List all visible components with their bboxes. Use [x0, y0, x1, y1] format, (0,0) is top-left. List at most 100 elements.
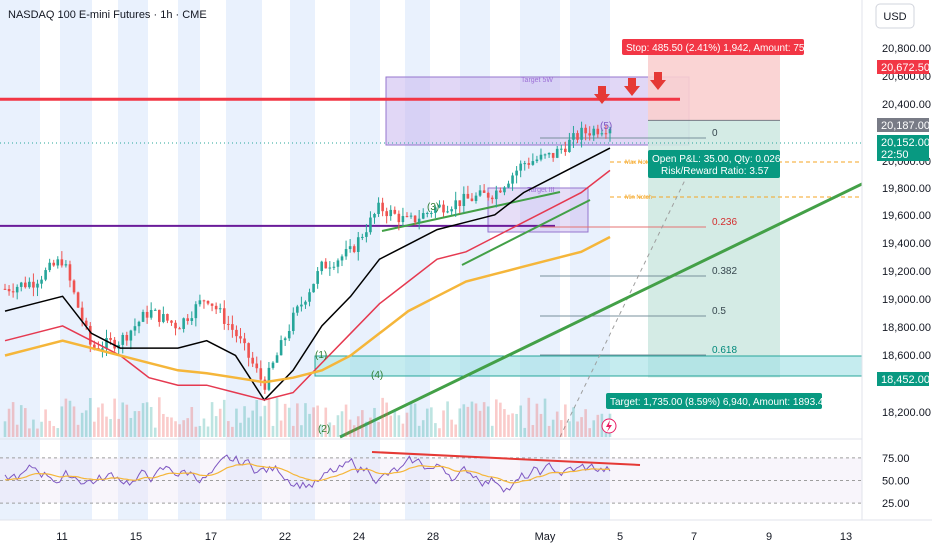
candle-body [222, 308, 226, 324]
candle-body [576, 133, 579, 140]
volume-bar [336, 415, 340, 437]
candle-body [109, 337, 112, 340]
down-arrow-icon [624, 78, 640, 96]
candle-body [279, 340, 283, 356]
candle-body [482, 190, 486, 193]
candle-body [409, 215, 413, 217]
candle-body [393, 209, 397, 214]
volume-bar [210, 402, 214, 437]
fib-0-618-label: 0.618 [712, 345, 737, 356]
volume-bar [243, 406, 246, 437]
price-badge-countdown-label: 22:50 [881, 149, 909, 161]
candle-body [84, 320, 88, 326]
currency-button[interactable] [875, 3, 915, 29]
candle-body [316, 271, 319, 284]
major-trend-line [339, 148, 932, 439]
candle-body [93, 344, 96, 349]
time-axis-label: 28 [427, 531, 439, 543]
candle-body [470, 198, 474, 201]
candle-body [251, 357, 254, 364]
session-band [350, 0, 380, 520]
session-band [290, 0, 315, 520]
candle-body [608, 128, 612, 134]
candle-body [300, 304, 303, 307]
wave-1-label: (1) [315, 350, 327, 361]
candle-body [539, 154, 543, 160]
candle-body [385, 211, 388, 217]
target-5w-box [385, 76, 690, 146]
volume-bar [531, 425, 535, 437]
candle-body [425, 212, 429, 214]
price-badge-stop [877, 60, 929, 74]
volume-bar [166, 416, 169, 437]
volume-bar [36, 428, 39, 437]
candle-body [324, 261, 328, 269]
volume-bar [320, 424, 324, 437]
wave-3-label: (3) [427, 202, 439, 213]
volume-bar [76, 424, 80, 437]
session-band [118, 0, 148, 520]
price-badge-target-label: 18,452.00 [881, 374, 930, 386]
pl-line-1: Open P&L: 35.00, Qty: 0.026 [652, 154, 781, 165]
candle-body [547, 152, 551, 155]
volume-bar [239, 422, 242, 437]
price-tick-label: 19,200.00 [882, 266, 931, 278]
candle-body [340, 256, 344, 261]
candle-body [551, 152, 555, 158]
candle-body [157, 309, 161, 322]
volume-bar [507, 414, 510, 437]
volume-bar [198, 425, 202, 437]
candle-body [596, 128, 600, 135]
session-band [0, 0, 40, 520]
volume-bar [227, 421, 230, 437]
candle-body [88, 325, 92, 345]
fib-0-label: 0 [712, 128, 718, 139]
volume-bar [68, 400, 72, 437]
candle-body [218, 308, 222, 310]
volume-bar [133, 411, 137, 437]
candle-body [348, 246, 352, 250]
candle-body [60, 259, 64, 266]
price-tick-label: 19,000.00 [882, 294, 931, 306]
volume-bar [596, 414, 600, 437]
candle-body [121, 334, 125, 345]
fib-0-5-label: 0.5 [712, 306, 726, 317]
volume-bar [40, 421, 43, 437]
candle-body [291, 312, 295, 332]
candle-body [239, 336, 242, 339]
volume-bar [543, 398, 547, 437]
volume-bar [129, 417, 133, 437]
volume-bar [592, 420, 596, 437]
ema-short-line [4, 147, 611, 402]
candle-body [454, 200, 458, 210]
candle-body [535, 159, 539, 162]
down-arrow-icon [594, 86, 610, 104]
candle-body [182, 318, 185, 329]
candle-body [507, 183, 510, 188]
volume-bar [72, 406, 76, 437]
candle-body [125, 334, 129, 341]
price-badge-current [877, 135, 929, 149]
rsi-line [4, 454, 611, 493]
volume-bar [44, 409, 47, 437]
volume-bar [365, 421, 368, 437]
candle-body [397, 213, 401, 223]
price-tick-label: 18,200.00 [882, 407, 931, 419]
volume-bar [421, 420, 425, 437]
pl-line-2: Risk/Reward Ratio: 3.57 [661, 166, 769, 177]
candle-body [442, 204, 445, 213]
candle-body [531, 161, 535, 165]
wave-4-label: (4) [371, 370, 383, 381]
volume-bar [580, 417, 583, 437]
volume-bar [190, 407, 194, 437]
volume-bar [287, 407, 291, 437]
volume-bar [251, 410, 254, 437]
rsi-band [0, 457, 862, 504]
candle-body [490, 197, 494, 200]
volume-bar [584, 409, 587, 437]
volume-bar [3, 421, 7, 437]
volume-bar [279, 420, 283, 437]
candle-body [68, 264, 72, 281]
volume-bar [174, 421, 177, 437]
